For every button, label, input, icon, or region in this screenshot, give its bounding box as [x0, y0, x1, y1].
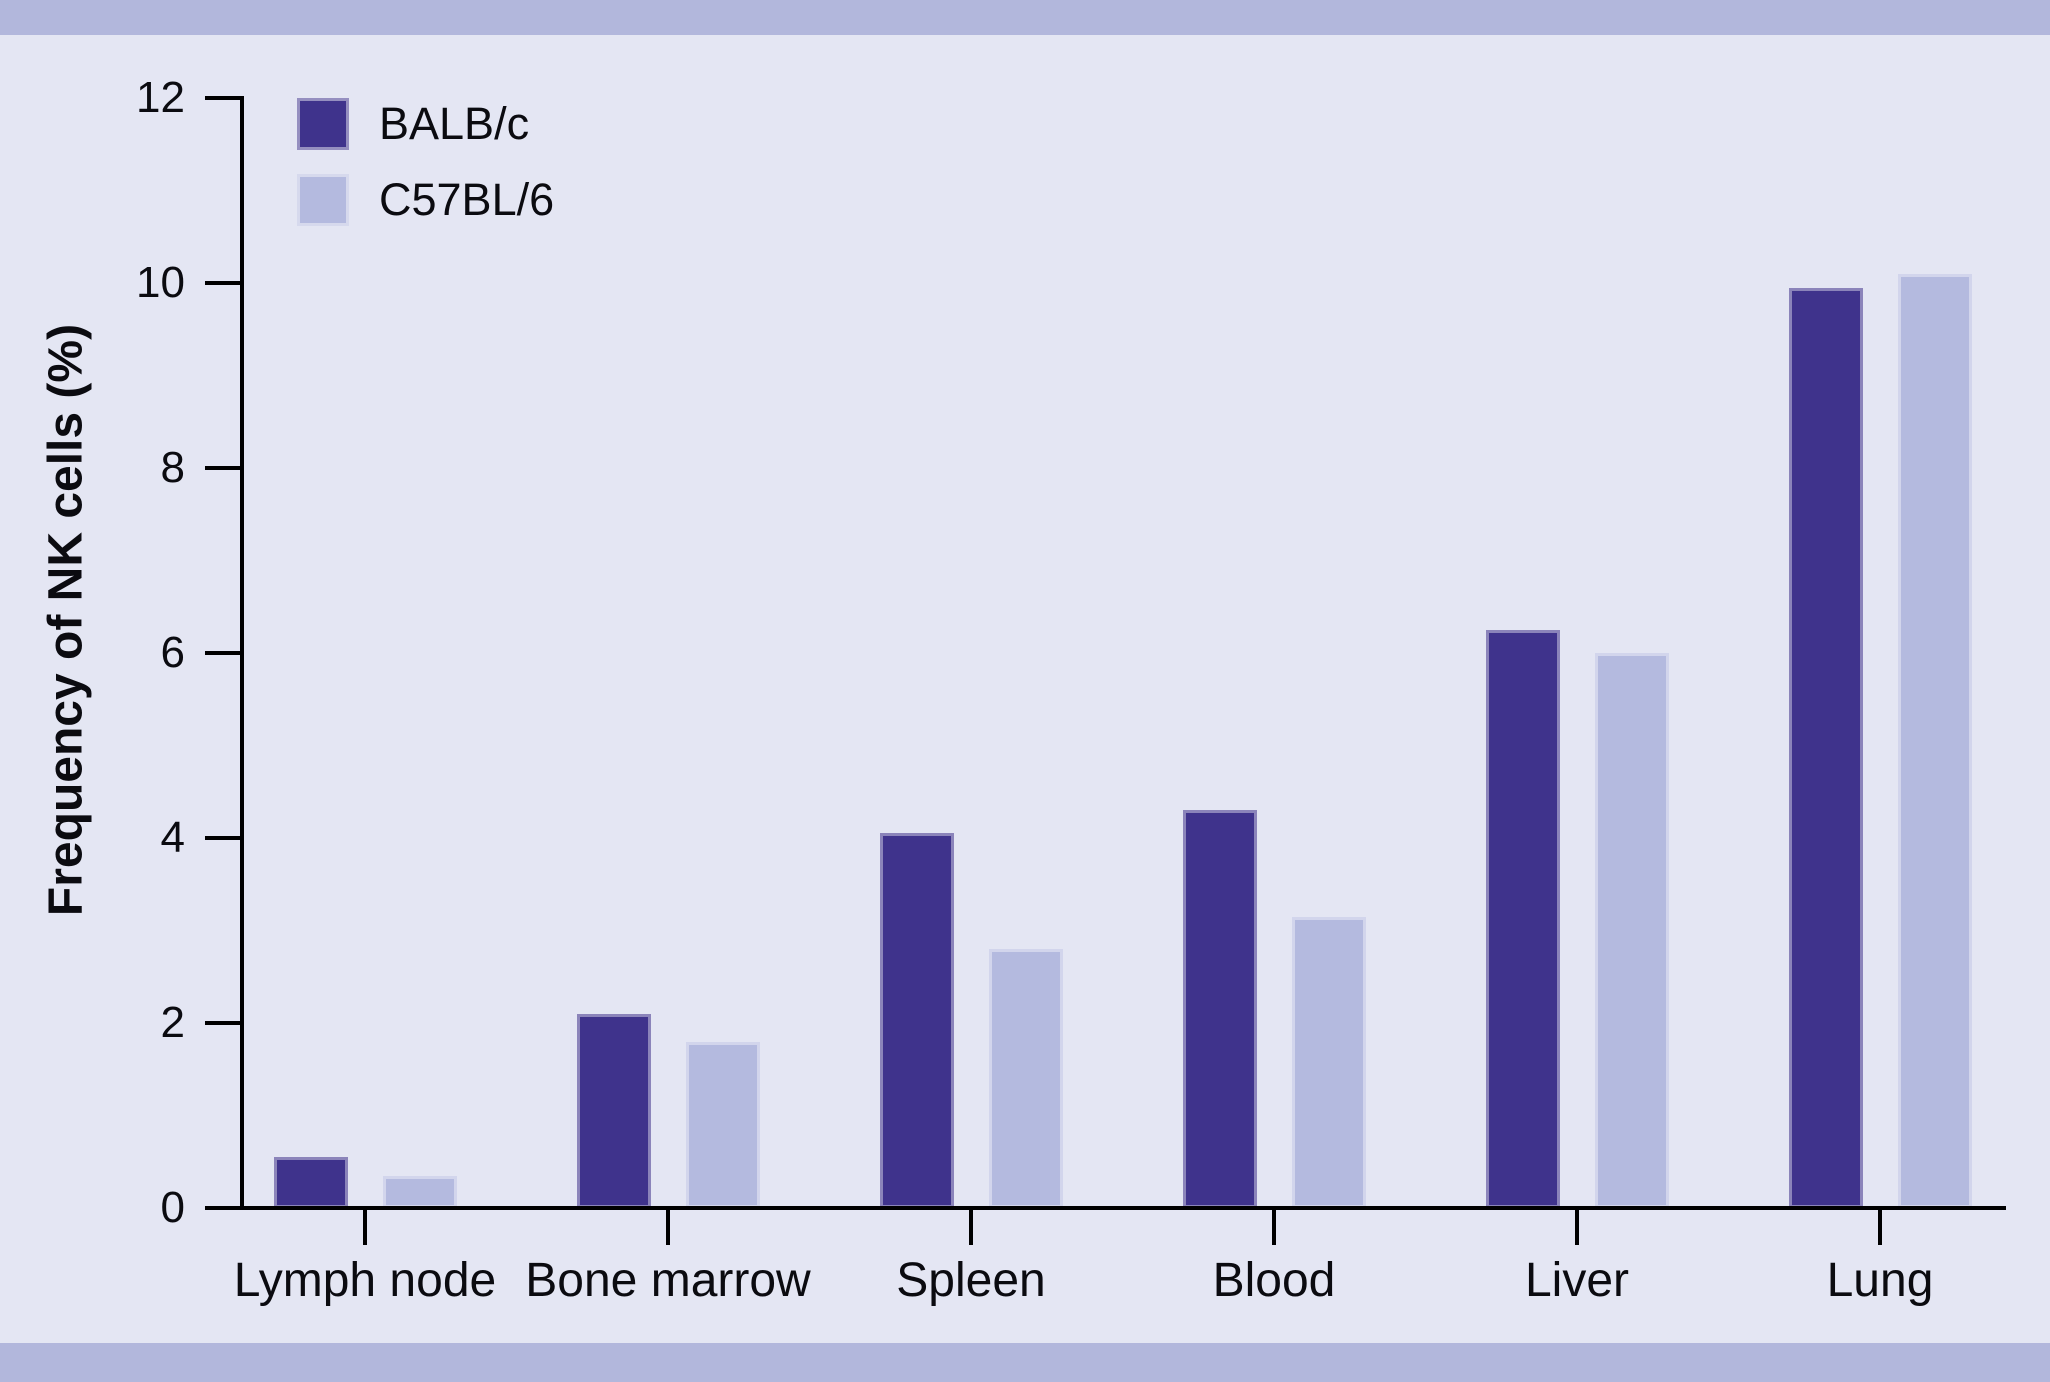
bar-balb-c-lymph-node [273, 1157, 348, 1208]
bar-balb-c-liver [1485, 629, 1560, 1208]
legend: BALB/c C57BL/6 [297, 98, 554, 226]
bar-balb-c-spleen [879, 833, 954, 1208]
y-axis-tick-2 [205, 1021, 240, 1025]
y-axis-tick-label-10: 10 [136, 258, 185, 307]
x-axis-tick-liver [1575, 1208, 1579, 1245]
x-axis-category-label-liver: Liver [1524, 1254, 1630, 1307]
x-axis-tick-lung [1878, 1208, 1882, 1245]
x-axis-category-label-bone-marrow: Bone marrow [525, 1254, 811, 1307]
legend-label-c57bl-6: C57BL/6 [379, 174, 555, 225]
x-axis-tick-blood [1272, 1208, 1276, 1245]
bar-balb-c-lung [1788, 287, 1863, 1208]
bar-c57bl-6-spleen [988, 949, 1063, 1208]
x-axis-tick-bone-marrow [666, 1208, 670, 1245]
x-axis-category-label-blood: Blood [1212, 1254, 1336, 1307]
y-axis-tick-label-6: 6 [160, 628, 185, 677]
bar-c57bl-6-bone-marrow [685, 1041, 760, 1208]
top-border-band [0, 0, 2050, 35]
legend-swatch-balb-c [297, 98, 349, 150]
y-axis-tick-8 [205, 466, 240, 470]
bar-balb-c-blood [1182, 810, 1257, 1208]
bar-balb-c-bone-marrow [576, 1013, 651, 1208]
y-axis-tick-label-12: 12 [136, 73, 185, 122]
y-axis-tick-label-2: 2 [160, 998, 185, 1047]
x-axis-category-label-spleen: Spleen [896, 1254, 1046, 1307]
legend-swatch-c57bl-6 [297, 174, 349, 226]
x-axis-category-label-lymph-node: Lymph node [233, 1254, 497, 1307]
x-axis-tick-lymph-node [363, 1208, 367, 1245]
bar-c57bl-6-lymph-node [382, 1175, 457, 1208]
y-axis-tick-4 [205, 836, 240, 840]
legend-item-c57bl-6: C57BL/6 [297, 174, 554, 226]
x-axis-category-label-lung: Lung [1826, 1254, 1934, 1307]
y-axis-tick-label-0: 0 [160, 1183, 185, 1232]
x-axis-line [205, 1206, 2006, 1210]
y-axis-tick-label-8: 8 [160, 443, 185, 492]
y-axis-tick-0 [205, 1206, 240, 1210]
y-axis-tick-12 [205, 96, 240, 100]
x-axis-tick-spleen [969, 1208, 973, 1245]
legend-label-balb-c: BALB/c [379, 98, 530, 149]
y-axis-tick-label-4: 4 [160, 813, 185, 862]
bottom-border-band [0, 1343, 2050, 1382]
y-axis-tick-10 [205, 281, 240, 285]
y-axis-tick-6 [205, 651, 240, 655]
y-axis-line [240, 96, 244, 1210]
bar-c57bl-6-blood [1291, 916, 1366, 1208]
legend-item-balb-c: BALB/c [297, 98, 554, 150]
bar-c57bl-6-lung [1897, 273, 1972, 1208]
bar-c57bl-6-liver [1594, 653, 1669, 1208]
